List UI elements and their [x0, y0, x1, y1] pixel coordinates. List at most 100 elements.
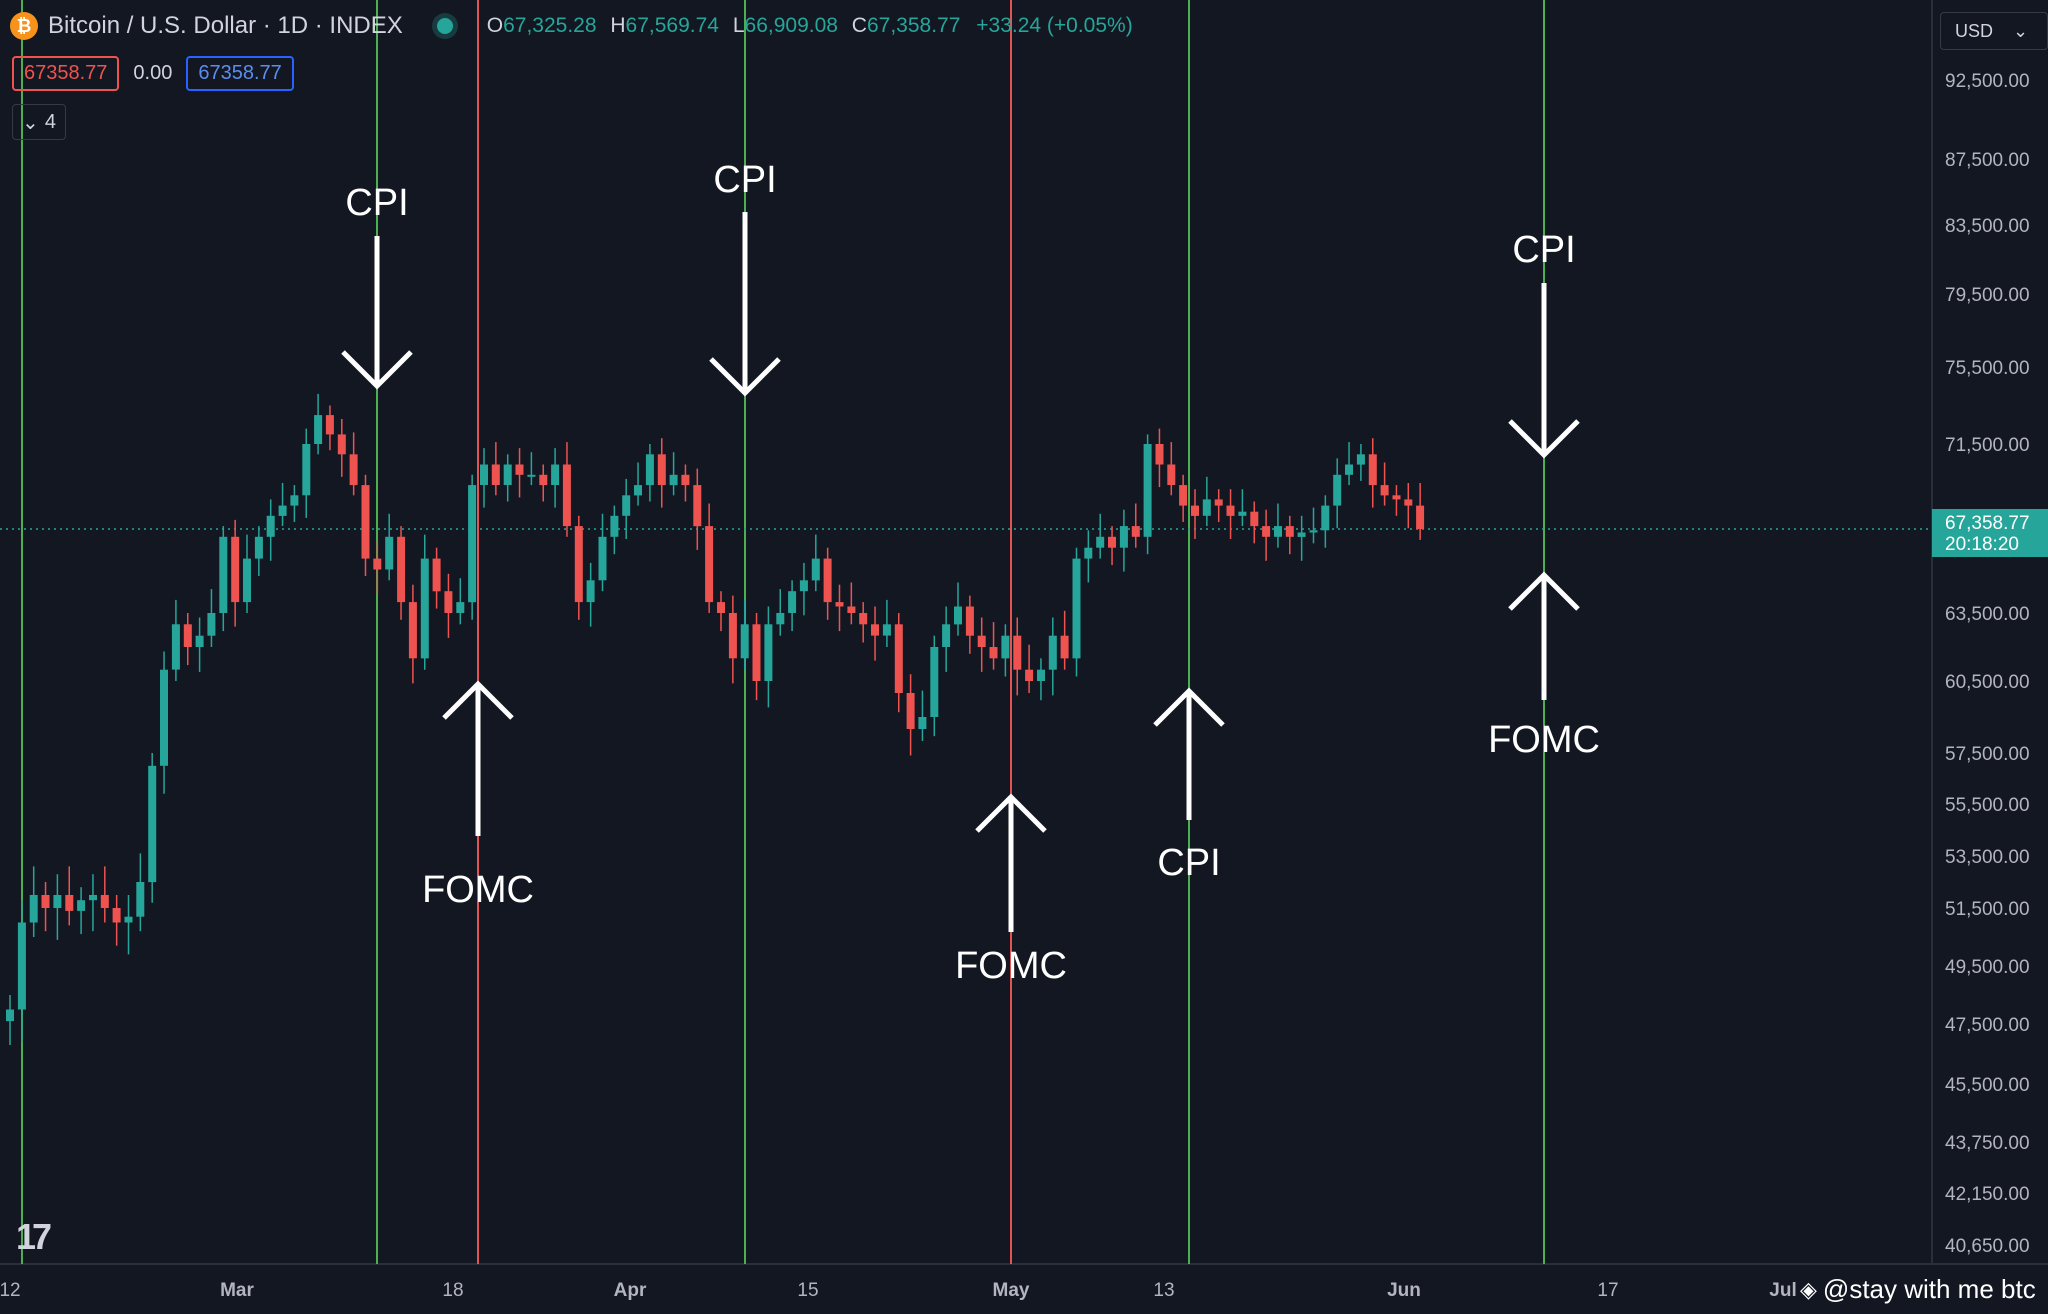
candle [136, 853, 145, 932]
candle [1356, 444, 1365, 481]
candle [1404, 483, 1413, 529]
x-tick-label: 15 [797, 1280, 818, 1301]
x-tick-label: 17 [1597, 1280, 1618, 1301]
candle [1179, 474, 1188, 522]
candle [657, 438, 666, 508]
candle [6, 995, 14, 1045]
candle [1013, 617, 1022, 696]
y-tick-label: 49,500.00 [1945, 957, 2030, 978]
candle [1155, 428, 1164, 488]
candle [1131, 503, 1140, 548]
candle [1392, 485, 1401, 516]
tradingview-logo-icon[interactable]: 17 [16, 1216, 52, 1257]
candle [634, 462, 642, 506]
x-tick-label: May [993, 1280, 1030, 1301]
candle [1380, 462, 1389, 506]
quote-row: 67358.77 0.00 67358.77 [12, 56, 294, 91]
symbol-legend: ₿ Bitcoin / U.S. Dollar · 1D · INDEX O67… [10, 12, 1133, 40]
candle [65, 866, 74, 926]
y-tick-label: 40,650.00 [1945, 1236, 2030, 1257]
candle [1274, 503, 1282, 548]
market-status-icon[interactable] [436, 18, 453, 34]
candle [112, 895, 121, 946]
event-annotation: CPI [709, 159, 781, 397]
event-label: FOMC [422, 869, 534, 911]
candle [243, 534, 251, 613]
candle [1333, 458, 1342, 529]
candle [1416, 483, 1425, 540]
candle [539, 464, 548, 502]
candle [1001, 624, 1010, 677]
candle [859, 602, 868, 643]
candle [728, 595, 737, 684]
y-tick-label: 87,500.00 [1945, 150, 2030, 171]
candle [1321, 495, 1330, 548]
x-tick-label: 13 [1153, 1280, 1174, 1301]
candle [41, 882, 50, 932]
indicators-toggle-button[interactable]: ⌄ 4 [12, 104, 66, 140]
candle [77, 887, 86, 935]
y-tick-label: 75,500.00 [1945, 358, 2030, 379]
candle [598, 513, 607, 592]
candle [290, 485, 299, 522]
candle [1309, 507, 1318, 544]
candle [693, 468, 702, 550]
candle [1096, 513, 1105, 559]
candle [906, 674, 915, 756]
candle [349, 432, 358, 496]
candle [491, 442, 500, 496]
candle [788, 580, 797, 632]
event-label: CPI [1512, 229, 1575, 271]
candle [337, 419, 346, 477]
candle [740, 599, 749, 670]
symbol-title[interactable]: Bitcoin / U.S. Dollar · 1D · INDEX [48, 12, 403, 39]
event-label: FOMC [1488, 719, 1600, 761]
candle [29, 866, 38, 937]
y-tick-label: 83,500.00 [1945, 216, 2030, 237]
candle [645, 444, 654, 502]
candle [89, 874, 97, 932]
candle [207, 589, 216, 647]
candle [847, 582, 856, 625]
candle [148, 753, 157, 903]
y-tick-label: 79,500.00 [1945, 285, 2030, 306]
candle [1345, 442, 1353, 486]
candle [835, 584, 844, 632]
indicator-count: 4 [44, 110, 56, 133]
candle [989, 622, 998, 670]
candle [325, 405, 334, 451]
candle [171, 599, 180, 681]
candle [776, 589, 785, 636]
candle [882, 599, 891, 647]
candle [385, 513, 394, 581]
chevron-down-icon: ⌄ [22, 111, 39, 134]
y-tick-label: 47,500.00 [1945, 1015, 2030, 1036]
y-tick-label: 43,750.00 [1945, 1133, 2030, 1154]
sell-price-button[interactable]: 67358.77 [12, 56, 120, 91]
candle [811, 534, 820, 592]
candle [954, 582, 962, 636]
y-tick-label: 42,150.00 [1945, 1184, 2030, 1205]
candle [231, 519, 240, 627]
event-annotation: CPI [1508, 229, 1580, 459]
x-tick-label: 18 [442, 1280, 463, 1301]
candle [314, 393, 323, 455]
candle [503, 454, 512, 502]
buy-price-button[interactable]: 67358.77 [186, 56, 294, 91]
candle [669, 452, 678, 496]
candle [1285, 515, 1294, 555]
candle [752, 613, 761, 701]
y-tick-label: 57,500.00 [1945, 744, 2030, 765]
event-label: CPI [713, 159, 776, 201]
event-label: CPI [1157, 842, 1220, 884]
currency-select[interactable]: USD ⌄ [1940, 12, 2048, 50]
candle [1119, 509, 1128, 572]
y-tick-label: 51,500.00 [1945, 899, 2030, 920]
candle [894, 613, 903, 713]
candle [871, 606, 879, 661]
candle [1191, 489, 1199, 539]
candle [219, 526, 228, 632]
event-annotation: CPI [341, 182, 413, 390]
candle [977, 617, 986, 672]
